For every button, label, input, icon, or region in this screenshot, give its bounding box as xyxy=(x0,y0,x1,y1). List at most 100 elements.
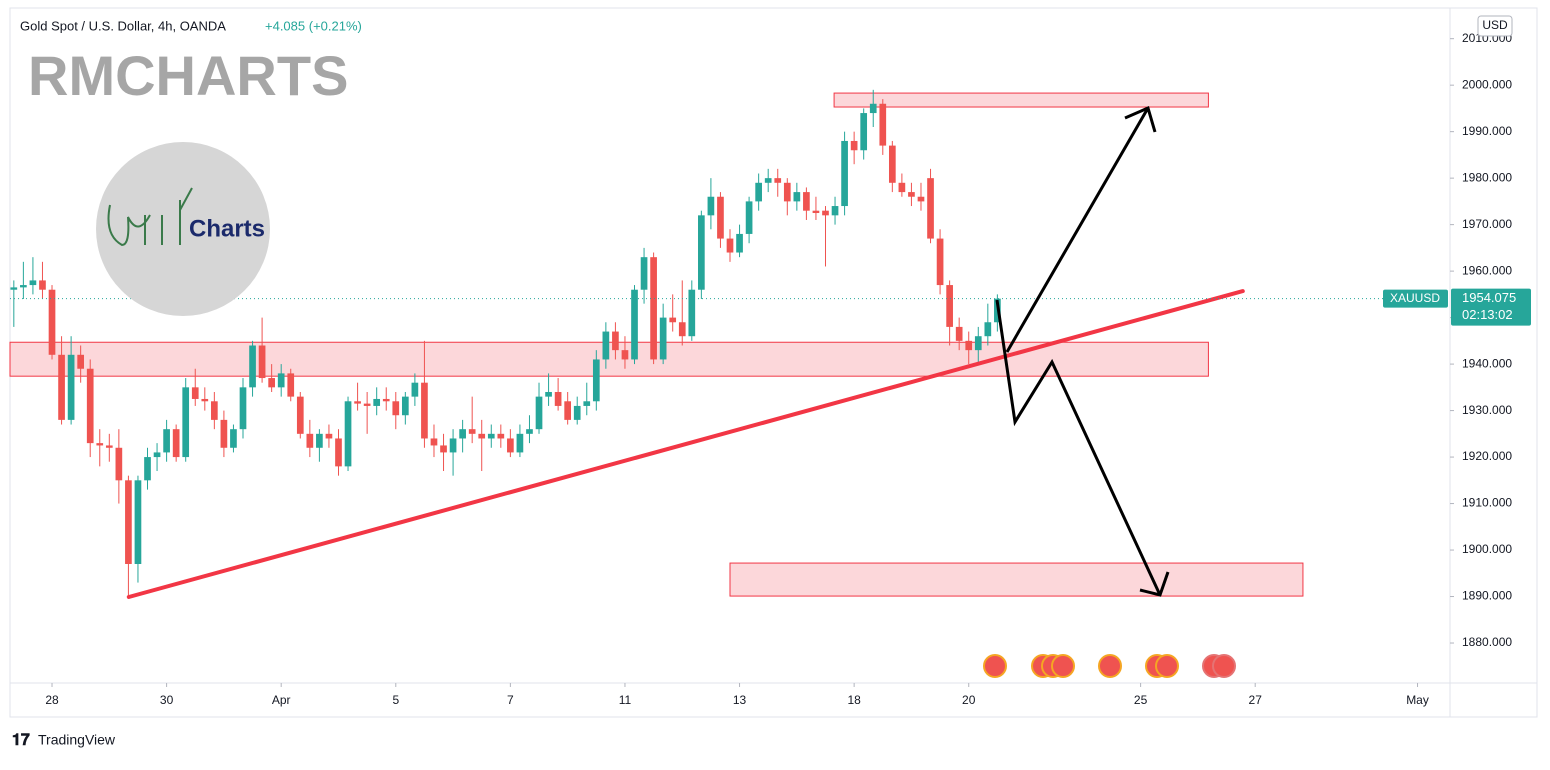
candle-body xyxy=(955,326,963,341)
plot: 1880.000 1890.000 1900.000 1910.000 1920.000… xyxy=(9,31,1531,707)
x-tick-label: 5 xyxy=(392,693,399,707)
candle-body xyxy=(58,354,65,420)
candle-body xyxy=(831,206,839,216)
candle-body xyxy=(449,438,457,453)
y-tick-label: 1980.000 xyxy=(1462,170,1512,184)
candle-body xyxy=(650,257,657,360)
currency-label[interactable]: USD xyxy=(1482,18,1508,32)
logo-text: Charts xyxy=(189,215,265,242)
candle-body xyxy=(841,140,848,207)
candle-body xyxy=(182,387,190,458)
candle-body xyxy=(10,287,18,290)
candle-body xyxy=(908,192,915,197)
event-icons xyxy=(983,654,1236,678)
x-tick-label: Apr xyxy=(272,693,291,707)
candle-body xyxy=(258,345,266,379)
candle-body xyxy=(335,438,342,467)
candle-body xyxy=(946,285,953,327)
candle-body xyxy=(936,238,944,286)
x-tick-label: 11 xyxy=(619,693,632,707)
candle-body xyxy=(77,354,85,369)
candle-body xyxy=(612,331,619,351)
event-icon[interactable] xyxy=(1051,654,1075,678)
candle-body xyxy=(793,192,801,202)
event-icon[interactable] xyxy=(1212,654,1236,678)
candle-body xyxy=(783,182,791,202)
x-tick-label: 27 xyxy=(1249,693,1263,707)
logo-circle xyxy=(96,142,270,316)
candle-body xyxy=(803,192,810,211)
candle-body xyxy=(764,178,772,183)
candle-body xyxy=(707,196,715,216)
event-icon[interactable] xyxy=(983,654,1007,678)
candle-body xyxy=(965,340,973,351)
candle-body xyxy=(487,433,495,439)
candle-body xyxy=(211,401,218,420)
x-tick-label: 30 xyxy=(160,693,174,707)
candle-body xyxy=(478,433,486,439)
candle-body xyxy=(497,433,505,439)
candle-body xyxy=(373,398,381,406)
candle-body xyxy=(736,233,743,253)
candle-body xyxy=(974,336,982,351)
candle-body xyxy=(287,373,295,397)
candle-body xyxy=(67,354,75,420)
x-tick-label: 20 xyxy=(962,693,976,707)
candle-body xyxy=(191,387,199,399)
candle-body xyxy=(917,196,925,202)
projection-arrow-up xyxy=(1005,107,1150,353)
projection-arrow-down xyxy=(995,299,1162,596)
candle-body xyxy=(621,350,629,360)
candle-body xyxy=(535,396,543,430)
currency-badge[interactable] xyxy=(1477,15,1513,37)
y-tick-label: 1900.000 xyxy=(1462,542,1512,556)
candle-body xyxy=(344,401,352,467)
candle-body xyxy=(898,182,906,193)
candle-body xyxy=(316,433,323,448)
candle-body xyxy=(879,103,887,146)
candle-body xyxy=(583,401,591,406)
countdown-label: 02:13:02 xyxy=(1462,307,1513,322)
event-icon[interactable] xyxy=(1098,654,1122,678)
candle-body xyxy=(392,401,400,416)
event-icon[interactable] xyxy=(1155,654,1179,678)
candle-body xyxy=(29,280,37,286)
candle-body xyxy=(239,387,247,430)
candle-body xyxy=(20,285,27,288)
candle-body xyxy=(48,289,56,355)
candle-body xyxy=(125,480,132,564)
candle-body xyxy=(659,317,667,360)
candle-body xyxy=(516,433,524,453)
x-tick-label: May xyxy=(1406,693,1429,707)
y-tick-label: 1970.000 xyxy=(1462,217,1512,231)
y-tick-label: 1990.000 xyxy=(1462,124,1512,138)
candle-body xyxy=(507,438,514,453)
candle-body xyxy=(592,359,600,402)
candle-body xyxy=(430,438,438,446)
x-tick-label: 7 xyxy=(507,693,514,707)
y-tick-label: 1960.000 xyxy=(1462,263,1512,277)
candle-body xyxy=(440,445,447,453)
candle-body xyxy=(688,289,696,337)
y-tick-label: 1920.000 xyxy=(1462,449,1512,463)
candle-body xyxy=(468,429,476,434)
arrowhead xyxy=(1124,105,1157,133)
candle-body xyxy=(927,178,934,239)
candle-body xyxy=(850,140,858,151)
tv-logo: 𝟏𝟕 xyxy=(12,732,30,749)
candle-body xyxy=(134,480,142,564)
candle-body xyxy=(201,398,209,402)
y-tick-label: 1940.000 xyxy=(1462,356,1512,370)
candle-body xyxy=(774,178,782,183)
candle-body xyxy=(220,419,228,448)
candle-body xyxy=(354,401,361,404)
candle-body xyxy=(39,280,46,290)
arrowhead xyxy=(1139,571,1170,597)
candle-body xyxy=(698,215,705,290)
y-tick-label: 1910.000 xyxy=(1462,496,1512,510)
y-tick-label: 2000.000 xyxy=(1462,77,1512,91)
candle-body xyxy=(296,396,304,434)
symbol-label: XAUUSD xyxy=(1390,291,1440,305)
logo-mark xyxy=(107,187,193,247)
